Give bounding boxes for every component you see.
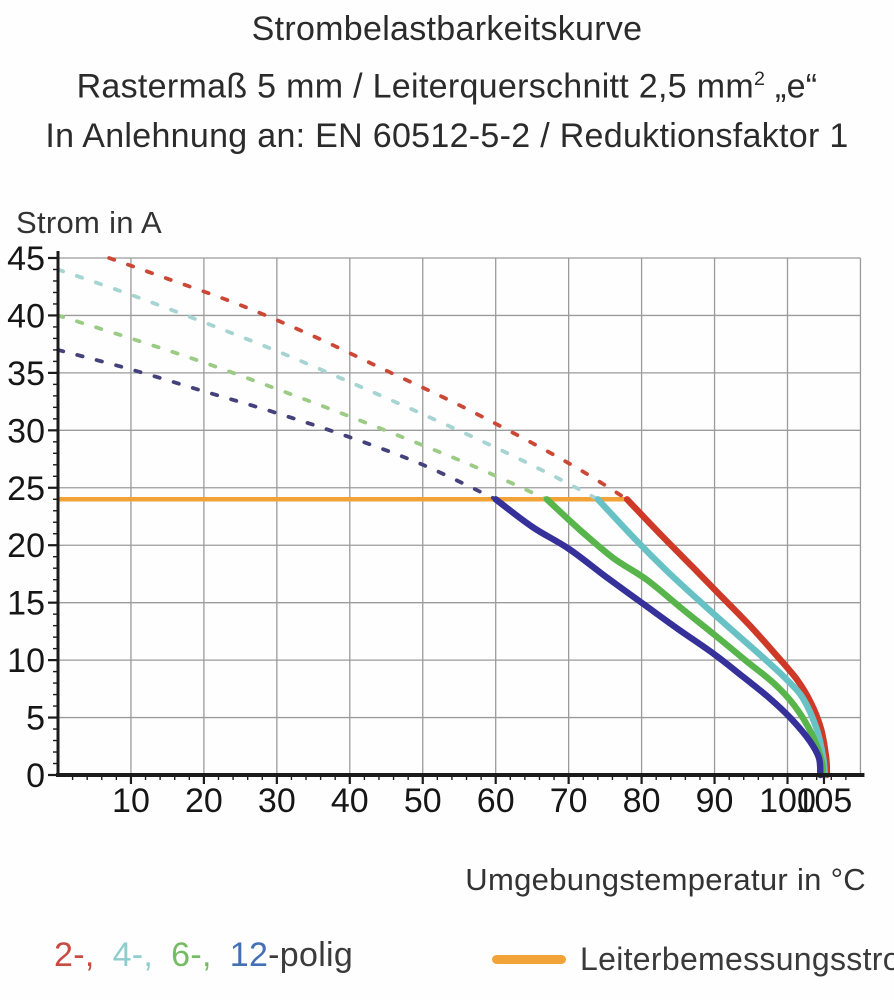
poles-legend: 2-, 4-, 6-, 12 -polig — [54, 936, 353, 975]
grid — [58, 257, 862, 775]
y-tick-label: 35 — [7, 355, 45, 393]
y-tick-label: 15 — [7, 585, 45, 623]
x-tick-label: 100 — [759, 782, 816, 820]
legend-pole-label: 6-, — [171, 936, 212, 974]
x-tick-label: 60 — [477, 782, 515, 820]
y-tick-label: 25 — [7, 470, 45, 508]
y-tick-label: 5 — [26, 700, 45, 738]
x-tick-label: 20 — [185, 782, 223, 820]
series-solid-2-polig — [623, 496, 831, 779]
chart-title: Strombelastbarkeitskurve Rastermaß 5 mm … — [0, 4, 894, 161]
y-tick-label: 0 — [26, 757, 45, 795]
legend-pole-label: -polig — [268, 936, 354, 974]
series-dashed-6-polig — [56, 313, 549, 502]
y-tick-label: 40 — [7, 297, 45, 335]
rated-current-legend: Leiterbemessungsstrom — [492, 936, 894, 982]
y-tick-label: 30 — [7, 412, 45, 450]
series-solid-4-polig — [594, 496, 828, 779]
legend-pole-label: 4-, — [112, 936, 154, 974]
x-tick-label: 50 — [404, 782, 442, 820]
rated-current-label: Leiterbemessungsstrom — [580, 940, 894, 977]
x-tick-label: 90 — [696, 782, 734, 820]
legend-pole-label: 12 — [229, 936, 269, 974]
y-axis-title: Strom in A — [16, 205, 162, 240]
x-tick-label: 70 — [550, 782, 588, 820]
series-solid-12-polig — [492, 496, 824, 779]
series-dashed-2-polig — [107, 256, 629, 502]
x-axis-title: Umgebungstemperatur in °C — [465, 862, 866, 897]
series-solid-6-polig — [543, 496, 826, 779]
title-line-3: In Anlehnung an: EN 60512-5-2 / Reduktio… — [45, 117, 849, 156]
series-dashed-4-polig — [56, 267, 600, 502]
axes — [48, 250, 865, 784]
title-line-2: Rastermaß 5 mm / Leiterquerschnitt 2,5 m… — [76, 67, 818, 106]
y-tick-label: 20 — [7, 527, 45, 565]
rated-current-swatch — [492, 954, 566, 964]
series-dashed-12-polig — [56, 348, 498, 502]
x-tick-label: 40 — [331, 782, 369, 820]
title-line-1: Strombelastbarkeitskurve — [251, 10, 643, 48]
x-tick-label: 30 — [258, 782, 296, 820]
y-tick-label: 10 — [7, 642, 45, 680]
x-tick-label: 10 — [112, 782, 150, 820]
legend-pole-label: 2-, — [54, 936, 95, 974]
x-tick-label: 105 — [796, 782, 853, 820]
y-tick-label: 45 — [7, 240, 45, 278]
x-tick-label: 80 — [623, 782, 661, 820]
